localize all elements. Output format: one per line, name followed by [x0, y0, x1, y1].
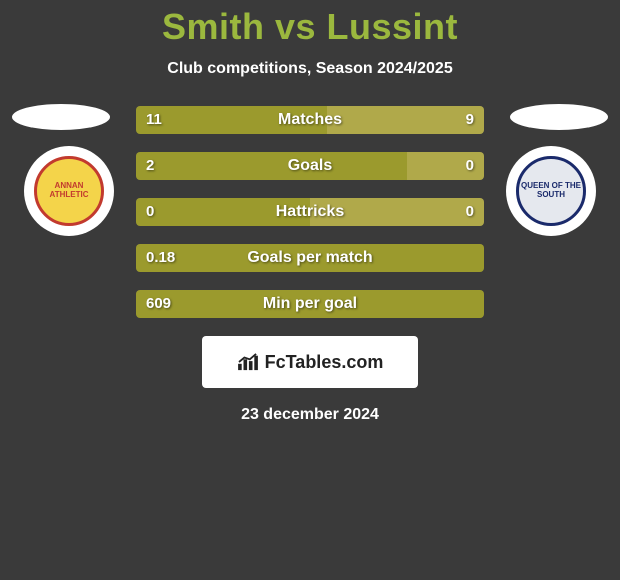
subtitle: Club competitions, Season 2024/2025: [0, 60, 620, 78]
stat-label: Goals: [136, 152, 484, 180]
date-label: 23 december 2024: [0, 406, 620, 424]
page-title: Smith vs Lussint: [0, 0, 620, 48]
decoration-ellipse-left: [12, 104, 110, 130]
comparison-panel: ANNAN ATHLETIC QUEEN OF THE SOUTH 11Matc…: [0, 106, 620, 424]
stat-row: 11Matches9: [136, 106, 484, 134]
stat-label: Min per goal: [136, 290, 484, 318]
stat-row: 0Hattricks0: [136, 198, 484, 226]
right-team-badge: QUEEN OF THE SOUTH: [506, 146, 596, 236]
stat-label: Matches: [136, 106, 484, 134]
source-logo: FcTables.com: [202, 336, 418, 388]
stat-row: 609Min per goal: [136, 290, 484, 318]
stat-value-right: 9: [466, 106, 474, 134]
source-logo-text: FcTables.com: [265, 352, 384, 373]
stat-value-right: 0: [466, 198, 474, 226]
chart-icon: [237, 353, 259, 371]
stat-value-right: 0: [466, 152, 474, 180]
stat-label: Hattricks: [136, 198, 484, 226]
decoration-ellipse-right: [510, 104, 608, 130]
stat-row: 0.18Goals per match: [136, 244, 484, 272]
stat-label: Goals per match: [136, 244, 484, 272]
left-team-badge: ANNAN ATHLETIC: [24, 146, 114, 236]
stat-row: 2Goals0: [136, 152, 484, 180]
right-team-badge-label: QUEEN OF THE SOUTH: [516, 156, 586, 226]
stat-rows: 11Matches92Goals00Hattricks00.18Goals pe…: [136, 106, 484, 318]
left-team-badge-label: ANNAN ATHLETIC: [34, 156, 104, 226]
